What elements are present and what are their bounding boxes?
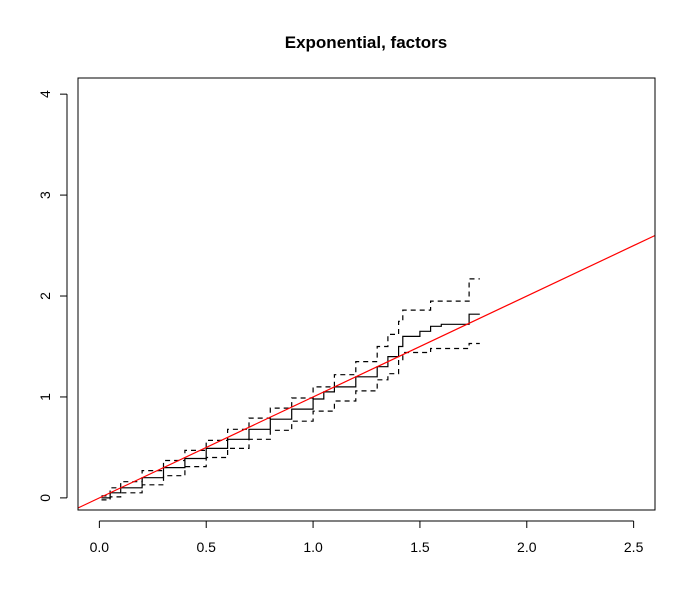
reference-line <box>78 234 655 509</box>
x-tick-label: 2.5 <box>624 539 644 555</box>
upper-confidence-band <box>101 278 480 497</box>
x-axis: 0.0 0.5 1.0 1.5 2.0 2.5 <box>90 520 644 555</box>
y-tick-label: 0 <box>37 494 53 502</box>
series-layer <box>78 234 655 509</box>
x-tick-label: 2.0 <box>517 539 537 555</box>
y-tick-label: 3 <box>37 191 53 199</box>
x-tick-label: 0.5 <box>196 539 216 555</box>
plot-frame <box>77 77 656 511</box>
y-tick-label: 1 <box>37 393 53 401</box>
chart-title: Exponential, factors <box>285 33 447 52</box>
lower-confidence-band <box>101 342 480 501</box>
x-tick-label: 0.0 <box>90 539 110 555</box>
y-axis: 0 1 2 3 4 <box>37 90 68 502</box>
y-tick-label: 4 <box>37 90 53 98</box>
x-tick-label: 1.0 <box>303 539 323 555</box>
ecdf-step-line <box>101 313 480 499</box>
x-tick-label: 1.5 <box>410 539 430 555</box>
y-tick-label: 2 <box>37 292 53 300</box>
